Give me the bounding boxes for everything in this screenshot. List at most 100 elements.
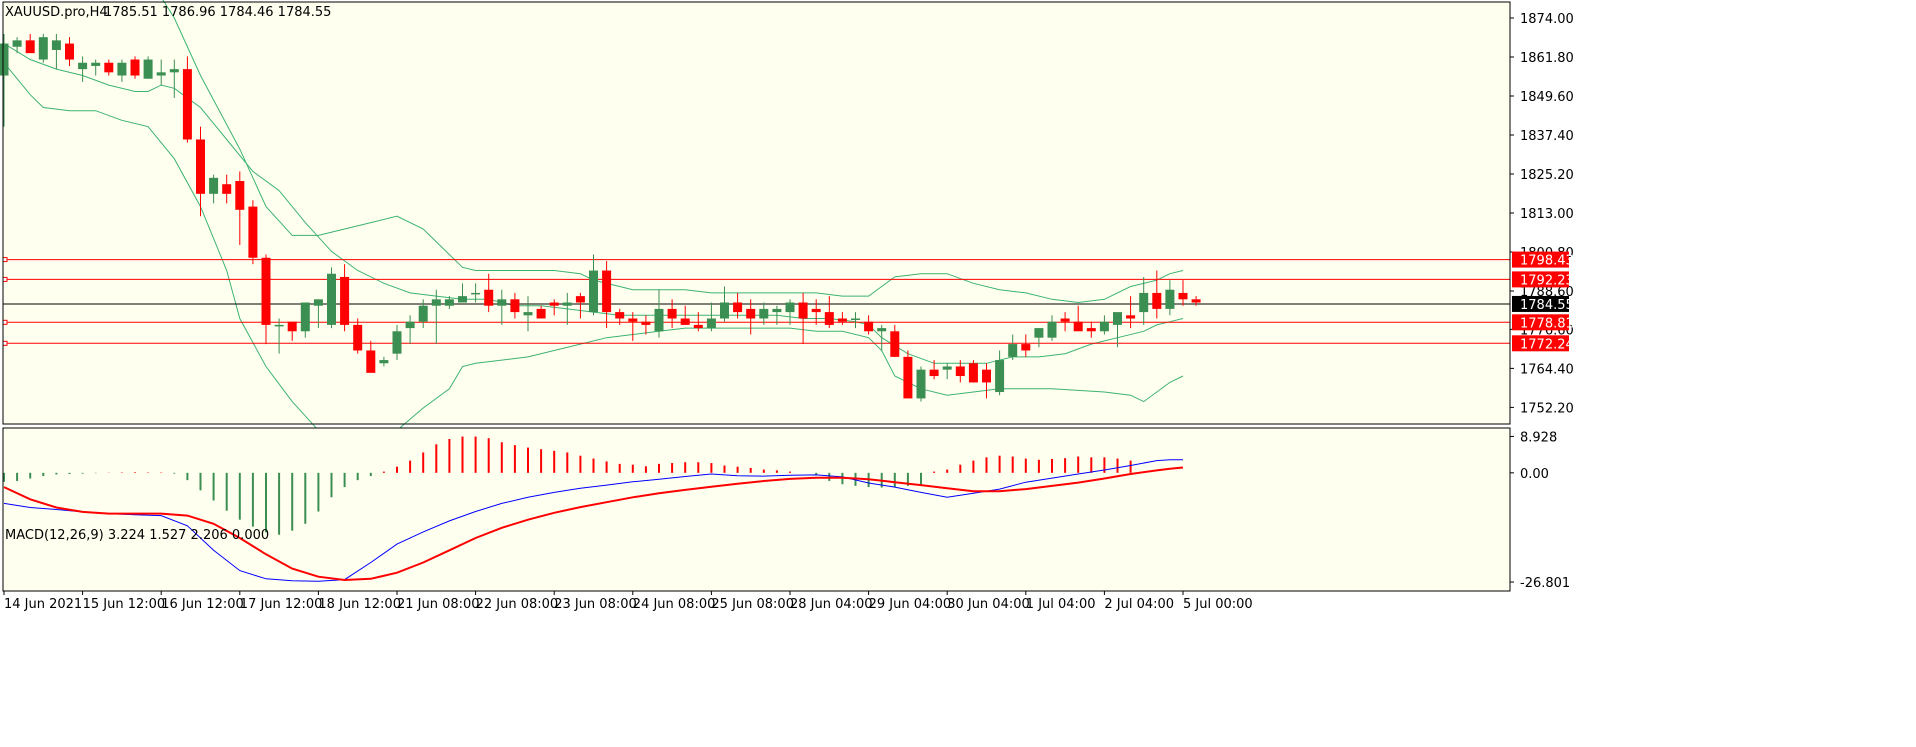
candle <box>877 324 887 351</box>
candle-body <box>1086 328 1096 332</box>
candle-body <box>313 299 323 306</box>
candle-body <box>209 177 219 194</box>
candle <box>287 321 297 341</box>
candle-body <box>484 289 494 306</box>
time-tick-label: 5 Jul 00:00 <box>1183 597 1253 612</box>
candle-body <box>720 302 729 319</box>
candle-body <box>916 369 926 399</box>
level-price-tag <box>1512 271 1569 288</box>
candle-body <box>444 299 454 306</box>
level-handle[interactable] <box>2 276 8 282</box>
candle <box>156 59 166 86</box>
candle-body <box>837 318 847 322</box>
candle-body <box>1178 292 1188 300</box>
candle-body <box>104 62 114 73</box>
candle <box>458 283 467 303</box>
candle-body <box>536 308 546 319</box>
candle-body <box>654 308 664 332</box>
candle <box>340 264 350 332</box>
level-price-tag <box>1512 251 1569 268</box>
candle-body <box>248 206 258 258</box>
macd-pane[interactable]: MACD(12,26,9) 3.224 1.527 2.206 0.000 <box>3 428 1510 591</box>
time-tick-label: 30 Jun 04:00 <box>947 597 1030 612</box>
candle-body <box>65 43 74 60</box>
candle-body <box>38 37 48 60</box>
time-tick-label: 15 Jun 12:00 <box>83 597 166 612</box>
candle-body <box>418 305 428 322</box>
candle-body <box>235 181 245 210</box>
time-tick-label: 14 Jun 2021 <box>4 597 82 612</box>
level-price-tags: 1798.43 1792.23 1778.81 1772.24 <box>1512 251 1574 352</box>
candle <box>327 267 336 329</box>
level-handle[interactable] <box>2 340 8 346</box>
candle <box>1047 315 1057 341</box>
candle <box>497 289 507 325</box>
horizontal-levels[interactable] <box>2 257 1510 346</box>
candle-body <box>693 324 703 329</box>
candle <box>667 299 677 329</box>
candle-body <box>615 312 625 319</box>
current-price-tag <box>1512 295 1569 312</box>
level-price-tag <box>1512 335 1569 352</box>
macd-axis[interactable]: 8.928 0.00 -26.801 <box>1510 430 1570 591</box>
candle <box>680 305 690 325</box>
candle-body <box>562 302 572 306</box>
candle-body <box>733 302 743 313</box>
candle-body <box>523 312 533 316</box>
candle <box>562 292 572 325</box>
candle-body <box>824 312 834 325</box>
candle-body <box>1073 321 1083 332</box>
level-handle[interactable] <box>2 319 8 325</box>
candle <box>1191 296 1201 306</box>
candle-body <box>510 299 520 313</box>
candle <box>484 273 494 313</box>
candle-body <box>261 257 271 325</box>
candle <box>785 299 795 325</box>
candle <box>1139 276 1149 325</box>
candle <box>248 200 258 265</box>
price-tick-label: 1825.20 <box>1520 168 1574 183</box>
candle <box>143 56 153 79</box>
candle-body <box>392 331 402 354</box>
candle-body <box>1021 344 1031 351</box>
candle-body <box>196 139 205 194</box>
candle <box>261 254 271 345</box>
candle <box>903 350 913 399</box>
bollinger-upper-line <box>162 0 1184 304</box>
candle <box>968 360 978 383</box>
candle-body <box>274 324 284 327</box>
time-tick-label: 21 Jun 08:00 <box>397 597 480 612</box>
price-pane[interactable]: XAUUSD.pro,H4 1785.51 1786.96 1784.46 17… <box>0 0 1510 431</box>
price-tick-label: 1764.40 <box>1520 362 1574 377</box>
candle <box>379 356 389 367</box>
candle-body <box>798 302 808 319</box>
time-tick-label: 22 Jun 08:00 <box>476 597 559 612</box>
level-handle[interactable] <box>2 257 8 263</box>
candle <box>916 366 926 402</box>
macd-pane-background <box>3 428 1510 591</box>
candle <box>366 340 376 373</box>
candle <box>942 363 952 380</box>
candle <box>523 296 533 332</box>
candle-body <box>1008 344 1018 357</box>
candle <box>536 305 546 319</box>
candle <box>117 59 127 82</box>
candle-body <box>706 318 716 329</box>
candle-body <box>1047 321 1057 338</box>
candle-body <box>143 59 153 79</box>
candle <box>169 59 179 98</box>
candle <box>313 299 323 329</box>
candle <box>1060 312 1070 332</box>
candle <box>1113 312 1122 348</box>
candle <box>1099 315 1109 335</box>
time-tick-label: 16 Jun 12:00 <box>161 597 244 612</box>
candle <box>982 363 991 399</box>
price-axis[interactable]: 1874.00 1861.80 1849.60 1837.40 1825.20 1813.… <box>1510 12 1574 416</box>
candle <box>615 308 625 325</box>
level-price-tag-label: 1798.43 <box>1520 254 1574 269</box>
level-price-tag-label: 1792.23 <box>1520 273 1574 288</box>
candle-body <box>222 184 232 194</box>
candle-body <box>680 318 690 325</box>
